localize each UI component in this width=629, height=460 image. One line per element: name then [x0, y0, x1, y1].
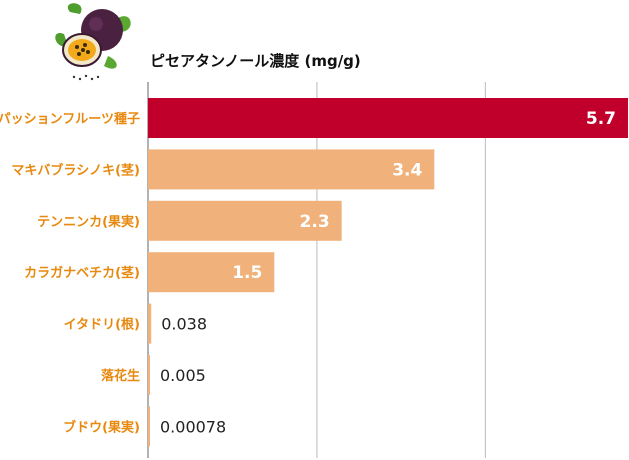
category-label: テンニンカ(果実): [37, 214, 140, 230]
category-label: イタドリ(根): [64, 317, 140, 333]
data-label: 1.5: [232, 263, 262, 283]
data-label: 0.005: [160, 366, 206, 385]
bar: [148, 406, 150, 447]
bars: [148, 98, 628, 447]
bar: [148, 98, 628, 138]
category-label: ブドウ(果実): [63, 419, 140, 435]
category-label: マキバブラシノキ(茎): [11, 162, 140, 178]
chart-title: ピセアタンノール濃度 (mg/g): [150, 52, 361, 70]
bar: [148, 252, 275, 293]
data-label: 0.038: [161, 315, 207, 334]
bar: [148, 355, 150, 395]
data-label: 5.7: [586, 109, 616, 129]
category-label: パッションフルーツ種子: [0, 111, 140, 127]
value-labels: 5.7 3.4 2.3 1.5 0.038 0.005 0.00078: [160, 109, 616, 436]
bar: [148, 149, 435, 190]
passion-fruit-icon: [55, 3, 131, 81]
category-label: カラガナベチカ(茎): [24, 265, 140, 281]
data-label: 2.3: [300, 212, 330, 232]
data-label: 0.00078: [160, 417, 226, 436]
bar: [148, 200, 342, 241]
category-label: 落花生: [101, 368, 140, 384]
bar: [148, 303, 152, 344]
data-label: 3.4: [392, 160, 422, 180]
